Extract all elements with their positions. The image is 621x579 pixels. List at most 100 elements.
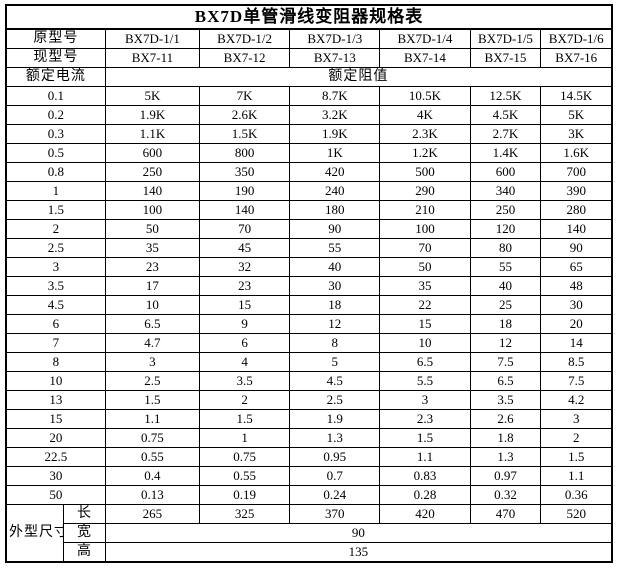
resistance-value-cell: 1.4K — [469, 143, 542, 163]
resistance-value-cell: 3K — [540, 124, 613, 144]
old-model-cell: BX7D-1/3 — [289, 28, 381, 49]
rated-current-cell: 3 — [5, 257, 106, 277]
resistance-value-cell: 0.24 — [289, 485, 381, 505]
table-row: 2 50 70 90 100 120 140 — [5, 219, 613, 239]
resistance-value-cell: 2.3 — [379, 409, 471, 429]
table-row: 2.5 35 45 55 70 80 90 — [5, 238, 613, 258]
resistance-value-cell: 18 — [469, 314, 542, 334]
rated-current-cell: 22.5 — [5, 447, 106, 467]
resistance-value-cell: 6.5 — [379, 352, 471, 372]
rated-current-cell: 1.5 — [5, 200, 106, 220]
table-row: 0.5 600 800 1K 1.2K 1.4K 1.6K — [5, 143, 613, 163]
resistance-value-cell: 240 — [289, 181, 381, 201]
resistance-value-cell: 30 — [540, 295, 613, 315]
old-model-cell: BX7D-1/6 — [540, 28, 613, 49]
table-title: BX7D单管滑线变阻器规格表 — [5, 4, 613, 30]
old-model-cell: BX7D-1/2 — [199, 28, 291, 49]
rated-current-cell: 0.1 — [5, 86, 106, 106]
new-model-cell: BX7-14 — [379, 48, 471, 68]
resistance-value-cell: 700 — [540, 162, 613, 182]
resistance-value-cell: 0.36 — [540, 485, 613, 505]
rated-current-cell: 20 — [5, 428, 106, 448]
resistance-value-cell: 12 — [289, 314, 381, 334]
old-model-row: 原型号 BX7D-1/1 BX7D-1/2 BX7D-1/3 BX7D-1/4 … — [5, 28, 613, 49]
resistance-value-cell: 40 — [289, 257, 381, 277]
resistance-value-cell: 14 — [540, 333, 613, 353]
dimension-width-row: 宽 90 — [6, 523, 613, 543]
table-row: 10 2.5 3.5 4.5 5.5 6.5 7.5 — [5, 371, 613, 391]
new-model-cell: BX7-13 — [289, 48, 381, 68]
resistance-value-cell: 35 — [104, 238, 201, 258]
resistance-value-cell: 1.5 — [199, 409, 291, 429]
table-row: 15 1.1 1.5 1.9 2.3 2.6 3 — [5, 409, 613, 429]
height-value-cell: 135 — [104, 542, 613, 563]
spec-table: BX7D单管滑线变阻器规格表 原型号 BX7D-1/1 BX7D-1/2 BX7… — [5, 4, 613, 563]
resistance-value-cell: 180 — [289, 200, 381, 220]
dimension-length-row: 外型尺寸 长 265 325 370 420 470 520 — [5, 504, 613, 563]
resistance-value-cell: 0.28 — [379, 485, 471, 505]
title-row: BX7D单管滑线变阻器规格表 — [5, 4, 613, 30]
resistance-value-cell: 0.32 — [469, 485, 542, 505]
resistance-value-cell: 2.6K — [199, 105, 291, 125]
resistance-value-cell: 3 — [104, 352, 201, 372]
table-row: 7 4.7 6 8 10 12 14 — [5, 333, 613, 353]
table-row: 3 23 32 40 50 55 65 — [5, 257, 613, 277]
outline-dimension-label: 外型尺寸 — [5, 504, 65, 563]
table-row: 1 140 190 240 290 340 390 — [5, 181, 613, 201]
resistance-value-cell: 7K — [199, 86, 291, 106]
resistance-value-cell: 2.7K — [469, 124, 542, 144]
resistance-value-cell: 23 — [199, 276, 291, 296]
resistance-value-cell: 0.55 — [199, 466, 291, 486]
resistance-value-cell: 0.83 — [379, 466, 471, 486]
resistance-value-cell: 23 — [104, 257, 201, 277]
new-model-label: 现型号 — [5, 48, 106, 68]
old-model-cell: BX7D-1/4 — [379, 28, 471, 49]
table-row: 50 0.13 0.19 0.24 0.28 0.32 0.36 — [5, 485, 613, 505]
resistance-value-cell: 800 — [199, 143, 291, 163]
resistance-value-cell: 5K — [540, 105, 613, 125]
rated-current-cell: 15 — [5, 409, 106, 429]
height-label: 高 — [63, 542, 106, 563]
resistance-value-cell: 500 — [379, 162, 471, 182]
resistance-value-cell: 5K — [104, 86, 201, 106]
resistance-value-cell: 55 — [289, 238, 381, 258]
resistance-value-cell: 22 — [379, 295, 471, 315]
resistance-value-cell: 50 — [379, 257, 471, 277]
resistance-value-cell: 0.7 — [289, 466, 381, 486]
resistance-value-cell: 90 — [540, 238, 613, 258]
resistance-value-cell: 65 — [540, 257, 613, 277]
resistance-value-cell: 0.95 — [289, 447, 381, 467]
resistance-value-cell: 10 — [104, 295, 201, 315]
resistance-value-cell: 0.13 — [104, 485, 201, 505]
resistance-value-cell: 0.97 — [469, 466, 542, 486]
resistance-value-cell: 2.3K — [379, 124, 471, 144]
old-model-label: 原型号 — [5, 28, 106, 49]
resistance-value-cell: 40 — [469, 276, 542, 296]
resistance-value-cell: 3 — [379, 390, 471, 410]
table-row: 3.5 17 23 30 35 40 48 — [5, 276, 613, 296]
resistance-value-cell: 250 — [469, 200, 542, 220]
resistance-value-cell: 4.7 — [104, 333, 201, 353]
resistance-value-cell: 0.19 — [199, 485, 291, 505]
resistance-value-cell: 9 — [199, 314, 291, 334]
resistance-value-cell: 8 — [289, 333, 381, 353]
resistance-value-cell: 600 — [469, 162, 542, 182]
resistance-value-cell: 140 — [104, 181, 201, 201]
table-row: 0.3 1.1K 1.5K 1.9K 2.3K 2.7K 3K — [5, 124, 613, 144]
rated-current-cell: 8 — [5, 352, 106, 372]
resistance-value-cell: 600 — [104, 143, 201, 163]
resistance-value-cell: 70 — [199, 219, 291, 239]
new-model-cell: BX7-16 — [540, 48, 613, 68]
resistance-value-cell: 55 — [469, 257, 542, 277]
resistance-value-cell: 2.6 — [469, 409, 542, 429]
new-model-row: 现型号 BX7-11 BX7-12 BX7-13 BX7-14 BX7-15 B… — [5, 48, 613, 68]
rated-resistance-header: 额定阻值 — [104, 67, 613, 87]
resistance-value-cell: 3.5 — [199, 371, 291, 391]
resistance-value-cell: 1.3 — [289, 428, 381, 448]
resistance-value-cell: 14.5K — [540, 86, 613, 106]
length-value-cell: 325 — [199, 504, 291, 524]
resistance-value-cell: 0.4 — [104, 466, 201, 486]
resistance-value-cell: 15 — [379, 314, 471, 334]
width-value-cell: 90 — [104, 523, 613, 543]
resistance-value-cell: 1.1 — [540, 466, 613, 486]
